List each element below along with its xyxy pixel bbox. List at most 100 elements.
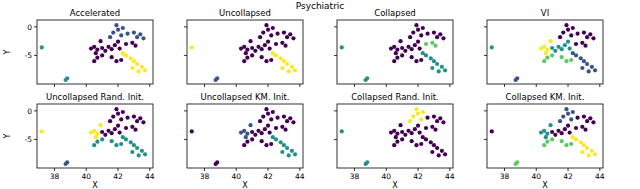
point	[542, 59, 546, 63]
point	[119, 142, 123, 146]
point	[568, 46, 572, 50]
point	[435, 119, 439, 123]
x-tick-label: 38	[350, 172, 360, 181]
point	[419, 33, 423, 37]
point	[413, 43, 417, 47]
points	[490, 23, 597, 82]
point	[125, 32, 129, 36]
point	[569, 33, 573, 37]
point	[416, 28, 420, 32]
point	[585, 119, 589, 123]
point	[425, 32, 429, 36]
point	[490, 45, 494, 49]
point	[398, 39, 402, 43]
point	[432, 30, 436, 34]
x-tick-label: 42	[263, 172, 273, 181]
point	[141, 36, 145, 40]
y-tick	[184, 55, 187, 56]
subplot-title: Uncollapsed KM. Init.	[200, 92, 289, 102]
point	[560, 139, 564, 143]
point	[285, 62, 289, 66]
point	[340, 45, 344, 49]
point	[137, 69, 141, 73]
point	[440, 65, 444, 69]
point	[542, 45, 546, 49]
point	[290, 65, 294, 69]
point	[403, 133, 407, 137]
x-tick	[268, 168, 269, 171]
point	[244, 51, 248, 55]
point	[580, 41, 584, 45]
point	[400, 130, 404, 134]
point	[260, 131, 264, 135]
point	[138, 32, 142, 36]
point	[263, 127, 267, 131]
point	[92, 143, 96, 147]
point	[550, 46, 554, 50]
point	[582, 30, 586, 34]
point	[282, 30, 286, 34]
point	[408, 35, 412, 39]
point	[135, 146, 139, 150]
point	[579, 56, 583, 60]
point	[268, 130, 272, 134]
point	[542, 143, 546, 147]
point	[135, 62, 139, 66]
point	[111, 30, 115, 34]
figure-title: Psychiatric	[296, 1, 345, 11]
point	[587, 69, 591, 73]
x-tick-label: 44	[445, 172, 455, 181]
point	[100, 137, 104, 141]
point	[133, 128, 137, 132]
point	[566, 112, 570, 116]
x-tick	[149, 168, 150, 171]
point	[587, 153, 591, 157]
axes-frame	[487, 20, 603, 84]
point	[280, 66, 284, 70]
background	[0, 0, 640, 189]
point	[242, 45, 246, 49]
point	[129, 56, 133, 60]
y-tick	[34, 139, 37, 140]
point	[125, 116, 129, 120]
point	[395, 56, 399, 60]
y-tick	[184, 26, 187, 27]
axes-frame	[37, 20, 153, 84]
point	[253, 133, 257, 137]
point	[441, 36, 445, 40]
point	[580, 125, 584, 129]
point	[121, 26, 125, 30]
point	[568, 130, 572, 134]
point	[279, 140, 283, 144]
point	[275, 32, 279, 36]
point	[261, 30, 265, 34]
point	[119, 58, 123, 62]
point	[287, 69, 291, 73]
point	[269, 58, 273, 62]
point	[582, 59, 586, 63]
point	[585, 35, 589, 39]
point	[421, 110, 425, 114]
point	[40, 45, 44, 49]
subplot: Uncollapsed Rand. Init.38404244-50XY	[3, 92, 155, 189]
point	[553, 133, 557, 137]
x-tick	[204, 84, 205, 87]
point	[410, 47, 414, 51]
point	[564, 23, 568, 27]
point	[574, 126, 578, 130]
point	[574, 42, 578, 46]
point	[394, 135, 398, 139]
point	[40, 129, 44, 133]
point	[560, 131, 564, 135]
subplot-title: VI	[541, 8, 549, 18]
point	[563, 127, 567, 131]
point	[408, 119, 412, 123]
point	[435, 35, 439, 39]
point	[266, 112, 270, 116]
point	[591, 36, 595, 40]
point	[116, 28, 120, 32]
point	[245, 140, 249, 144]
point	[116, 112, 120, 116]
point	[545, 56, 549, 60]
point	[544, 135, 548, 139]
